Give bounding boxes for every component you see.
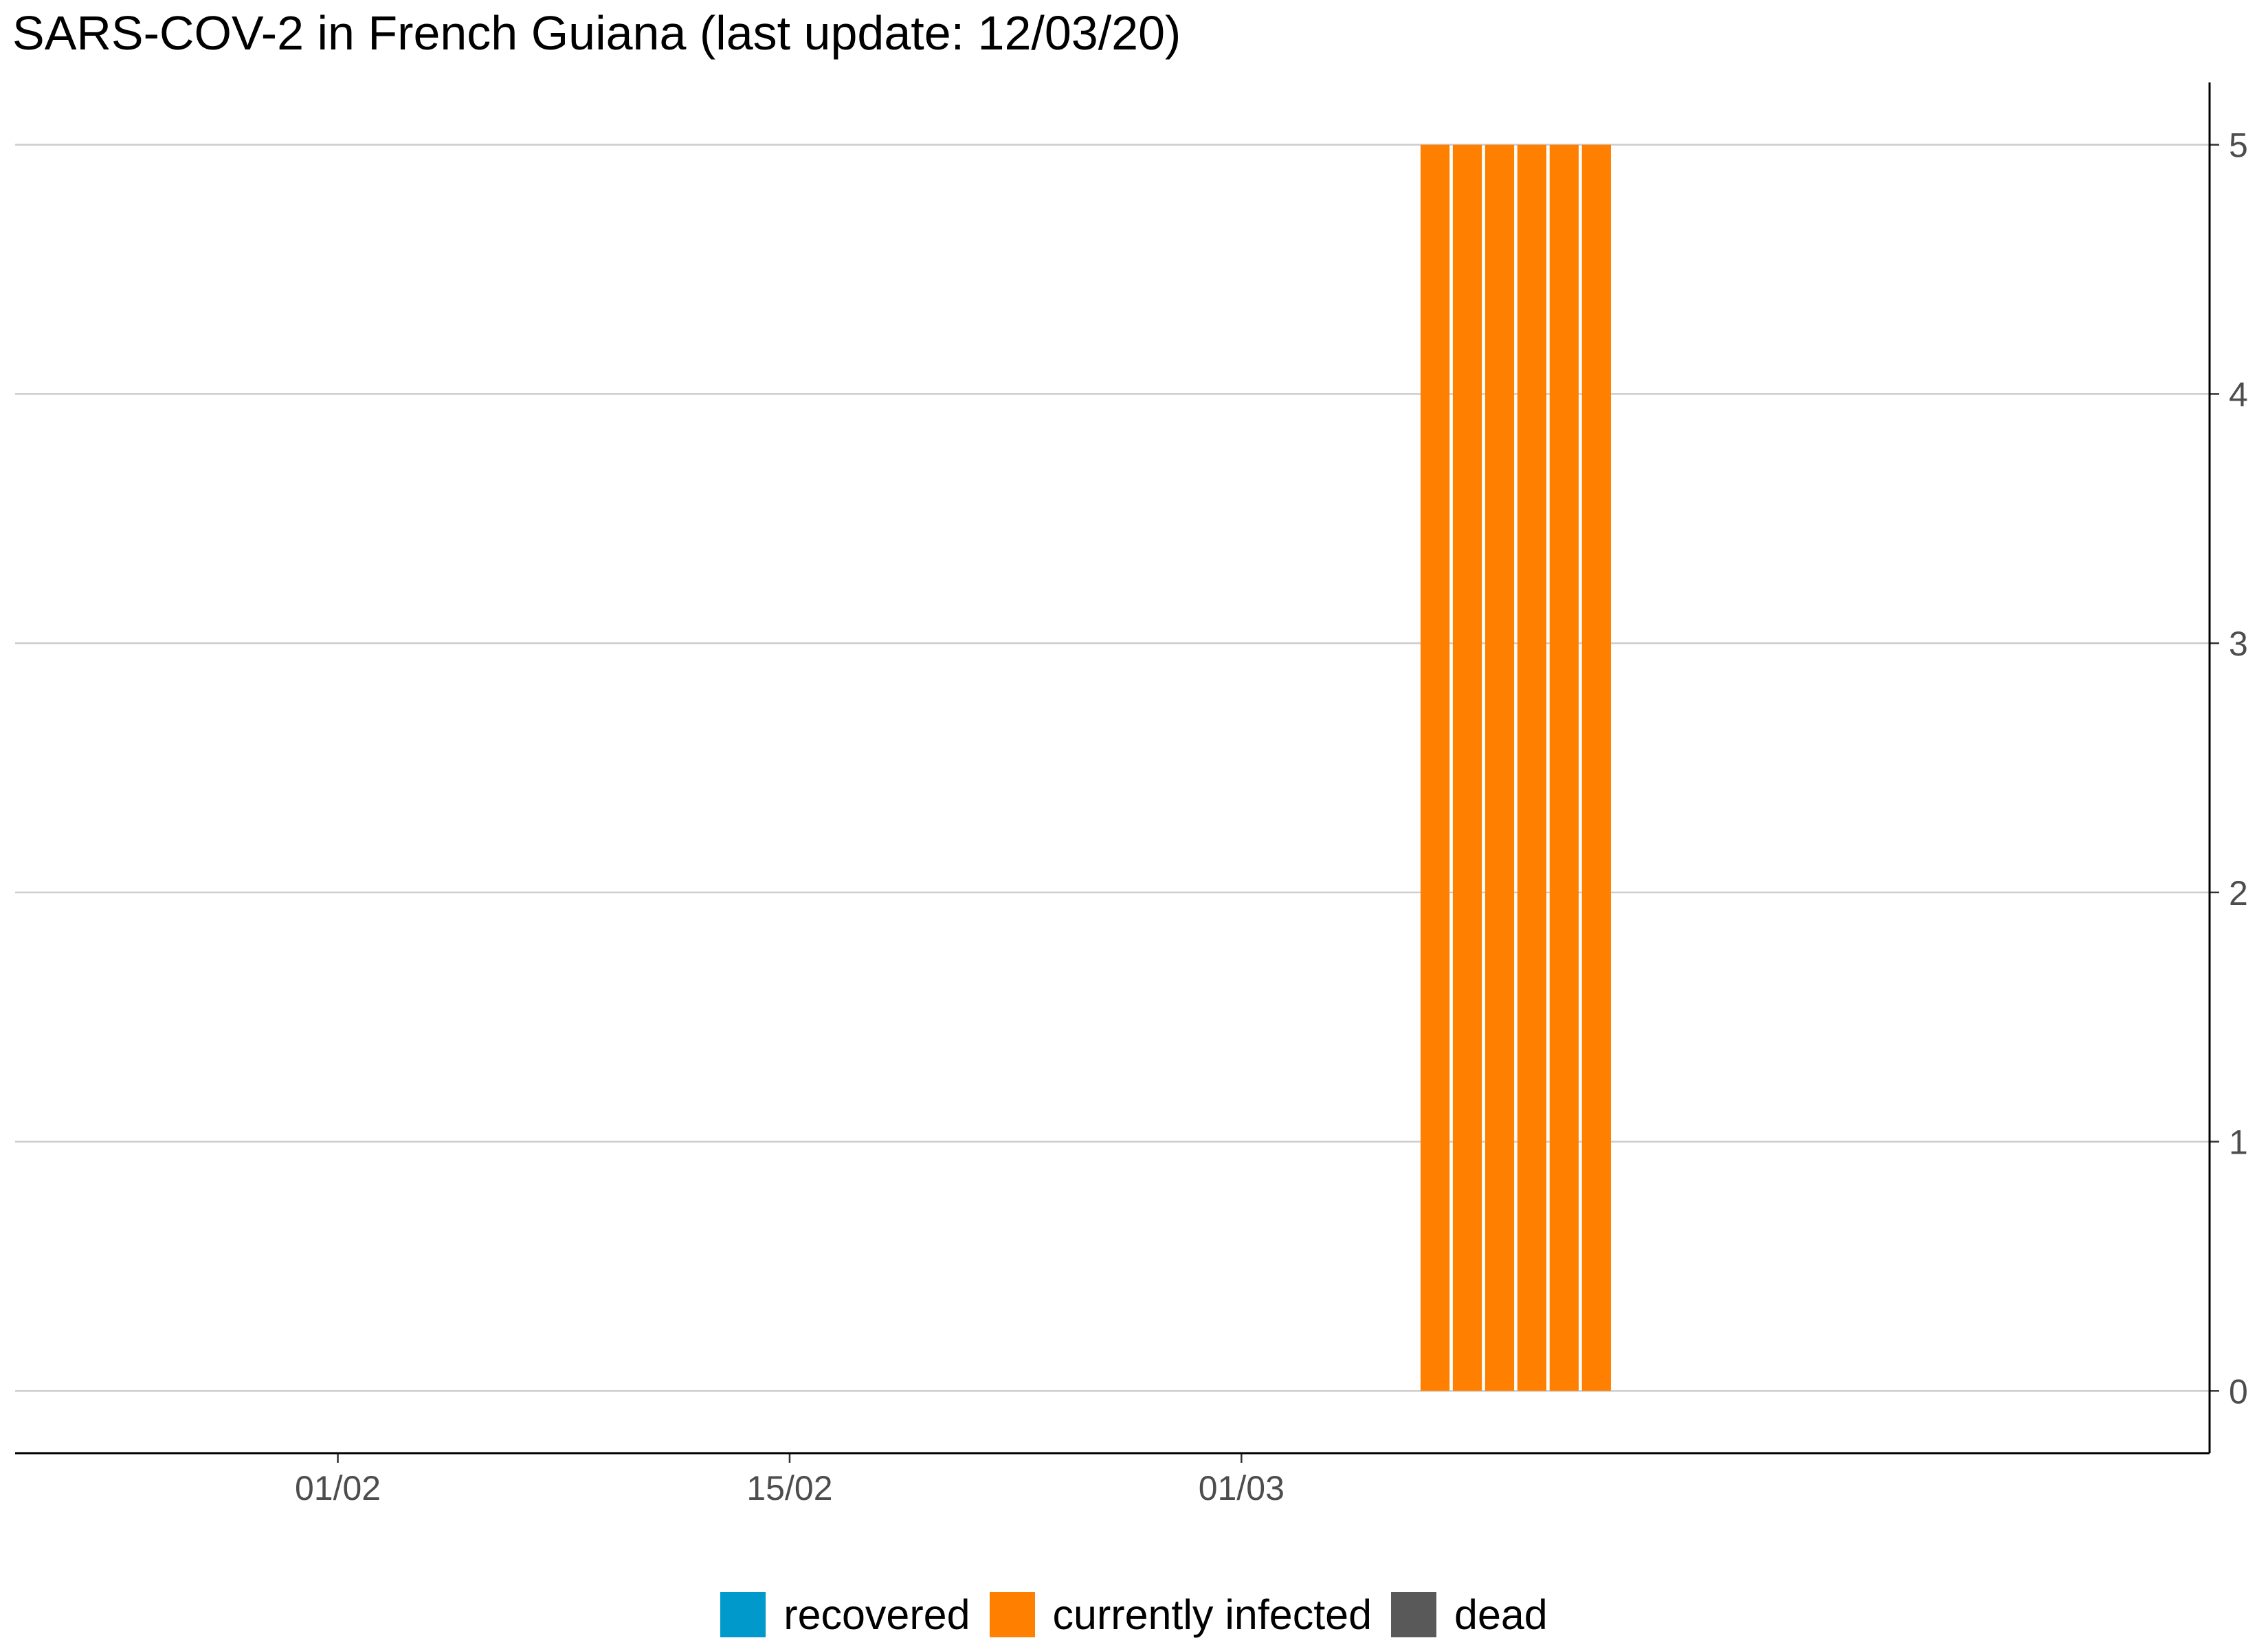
legend-swatch-recovered — [720, 1592, 766, 1637]
x-tick-label-01-03: 01/03 — [1199, 1469, 1285, 1507]
legend-swatch-currently-infected — [989, 1592, 1035, 1637]
bar-currently-infected-2021-03-09 — [1485, 144, 1515, 1391]
y-tick-label-1: 1 — [2229, 1123, 2248, 1162]
legend-label-dead: dead — [1454, 1591, 1548, 1638]
gridlines — [15, 144, 2210, 1392]
bar-currently-infected-2021-03-10 — [1517, 144, 1547, 1391]
chart-title: SARS-COV-2 in French Guiana (last update… — [12, 6, 1181, 60]
y-tick-label-4: 4 — [2229, 375, 2248, 414]
legend-item-dead: dead — [1391, 1591, 1548, 1639]
y-tick-label-2: 2 — [2229, 874, 2248, 912]
axes — [15, 82, 2219, 1463]
bar-currently-infected-2021-03-07 — [1420, 144, 1450, 1391]
legend-item-currently-infected: currently infected — [989, 1591, 1372, 1639]
x-tick-label-15-02: 15/02 — [746, 1469, 832, 1507]
bars — [1420, 144, 1611, 1391]
legend-label-currently-infected: currently infected — [1052, 1591, 1372, 1638]
x-tick-label-01-02: 01/02 — [295, 1469, 381, 1507]
legend-item-recovered: recovered — [720, 1591, 970, 1639]
bar-currently-infected-2021-03-12 — [1581, 144, 1611, 1391]
tick-labels: 0 1 2 3 4 5 01/02 15/02 01/03 — [295, 126, 2248, 1507]
legend: recovered currently infected dead — [0, 1587, 2268, 1642]
legend-label-recovered: recovered — [783, 1591, 970, 1638]
y-tick-label-3: 3 — [2229, 625, 2248, 663]
bar-currently-infected-2021-03-11 — [1549, 144, 1579, 1391]
legend-swatch-dead — [1391, 1592, 1437, 1637]
y-tick-label-0: 0 — [2229, 1372, 2248, 1411]
y-tick-label-5: 5 — [2229, 126, 2248, 165]
bar-currently-infected-2021-03-08 — [1452, 144, 1482, 1391]
